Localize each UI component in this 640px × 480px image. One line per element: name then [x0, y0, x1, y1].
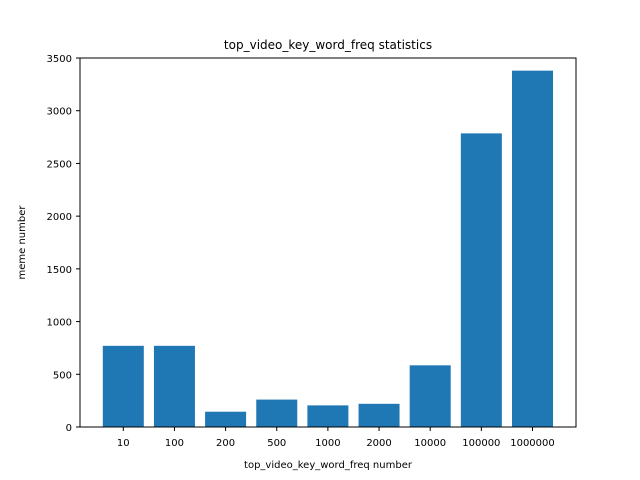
bar-10 — [102, 345, 144, 427]
x-tick-label: 10000 — [414, 438, 446, 449]
y-axis-label: meme number — [17, 205, 28, 280]
y-tick-label: 0 — [66, 423, 72, 434]
x-tick-label: 200 — [216, 438, 235, 449]
y-tick-label: 3500 — [47, 54, 72, 65]
bar-100 — [153, 345, 195, 427]
y-tick-label: 500 — [53, 370, 72, 381]
y-tick-label: 2500 — [47, 159, 72, 170]
chart-title: top_video_key_word_freq statistics — [224, 38, 432, 52]
x-axis-label: top_video_key_word_freq number — [244, 460, 413, 471]
y-tick-label: 1000 — [47, 318, 72, 329]
bar-1000 — [307, 405, 349, 427]
bar-10000 — [409, 365, 451, 427]
bar-500 — [256, 399, 298, 427]
bar-1000000 — [512, 70, 553, 428]
bars-group — [102, 70, 553, 428]
y-tick-label: 3000 — [47, 107, 72, 118]
y-tick-label: 2000 — [47, 212, 72, 223]
bar-200 — [205, 411, 247, 427]
bar-100000 — [460, 133, 502, 427]
x-tick-label: 100 — [165, 438, 184, 449]
x-tick-label: 1000 — [315, 438, 340, 449]
y-axis: 0 500 1000 1500 2000 2500 3000 3500 — [47, 54, 80, 434]
x-tick-label: 2000 — [366, 438, 391, 449]
x-tick-label: 500 — [267, 438, 286, 449]
bar-2000 — [358, 403, 400, 427]
x-tick-label: 100000 — [462, 438, 500, 449]
x-tick-label: 1000000 — [510, 438, 555, 449]
y-tick-label: 1500 — [47, 265, 72, 276]
x-axis: 10 100 200 500 1000 2000 10000 100000 1000000 — [117, 427, 555, 449]
x-tick-label: 10 — [117, 438, 130, 449]
